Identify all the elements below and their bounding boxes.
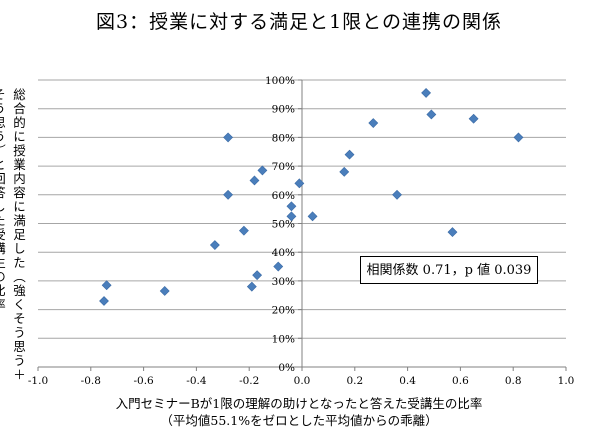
y-tick-label: 50% — [272, 219, 295, 231]
y-tick-label: 100% — [265, 75, 295, 87]
correlation-annotation: 相関係数 0.71，p 値 0.039 — [360, 256, 538, 284]
y-tick-label: 0% — [278, 362, 295, 374]
data-point — [246, 281, 257, 292]
x-tick-label: -0.4 — [186, 375, 207, 387]
data-point — [307, 211, 318, 222]
data-point — [294, 178, 305, 189]
y-tick-label: 10% — [272, 333, 295, 345]
data-point — [368, 118, 379, 128]
data-point — [257, 165, 268, 176]
data-point — [159, 286, 170, 296]
data-point — [101, 280, 112, 291]
y-tick-label: 30% — [272, 276, 295, 288]
axes — [37, 79, 567, 371]
data-point — [468, 113, 479, 124]
y-tick-labels: 0% 10% 20% 30% 40% 50% 60% 70% 80% 90% 100% — [265, 75, 295, 374]
data-point — [249, 175, 260, 186]
data-point — [209, 240, 220, 250]
x-tick-label: 0.6 — [452, 375, 469, 387]
data-point — [286, 211, 297, 222]
data-point — [286, 201, 297, 212]
x-tick-label: 1.0 — [558, 375, 575, 387]
data-point — [421, 87, 432, 98]
data-point — [513, 132, 524, 143]
data-point — [426, 109, 437, 120]
data-point — [223, 132, 234, 143]
x-tick-label: -1.0 — [28, 375, 48, 387]
y-tick-label: 80% — [272, 132, 295, 144]
y-tick-label: 20% — [272, 305, 295, 317]
data-point — [273, 261, 284, 272]
x-tick-label: -0.6 — [133, 375, 154, 387]
chart-title: 図3：授業に対する満足と1限との連携の関係 — [96, 11, 502, 33]
x-tick-labels: -1.0 -0.8 -0.6 -0.4 -0.2 0.0 0.2 0.4 0.6 0.8 1.0 — [28, 375, 574, 387]
y-tick-label: 70% — [272, 161, 295, 173]
data-point — [447, 227, 458, 238]
x-tick-label: -0.2 — [239, 375, 259, 387]
x-tick-label: 0.2 — [346, 375, 363, 387]
data-point — [392, 189, 402, 200]
data-point — [252, 270, 263, 281]
x-axis-label: 入門セミナーBが1限の理解の助けとなったと答えた受講生の比率 （平均値55.1%… — [0, 395, 598, 429]
x-axis-label-line1: 入門セミナーBが1限の理解の助けとなったと答えた受講生の比率 — [115, 396, 483, 411]
x-tick-label: 0.4 — [399, 375, 416, 387]
data-point — [339, 166, 350, 177]
x-tick-label: -0.8 — [81, 375, 101, 387]
y-tick-label: 40% — [272, 247, 295, 259]
y-tick-label: 60% — [272, 190, 295, 202]
y-tick-label: 90% — [272, 104, 295, 116]
data-point — [223, 189, 234, 200]
data-point — [238, 225, 249, 236]
x-tick-label: 0.0 — [294, 375, 311, 387]
x-axis-label-line2: （平均値55.1%をゼロとした平均値からの乖離） — [160, 413, 438, 428]
y-axis-label: 総合的に授業内容に満足した（強くそう思う＋そう思う）と回答した受講生の比率 — [0, 88, 26, 382]
data-points — [99, 87, 524, 306]
data-point — [99, 296, 109, 306]
data-point — [344, 149, 355, 160]
x-tick-label: 0.8 — [505, 375, 522, 387]
